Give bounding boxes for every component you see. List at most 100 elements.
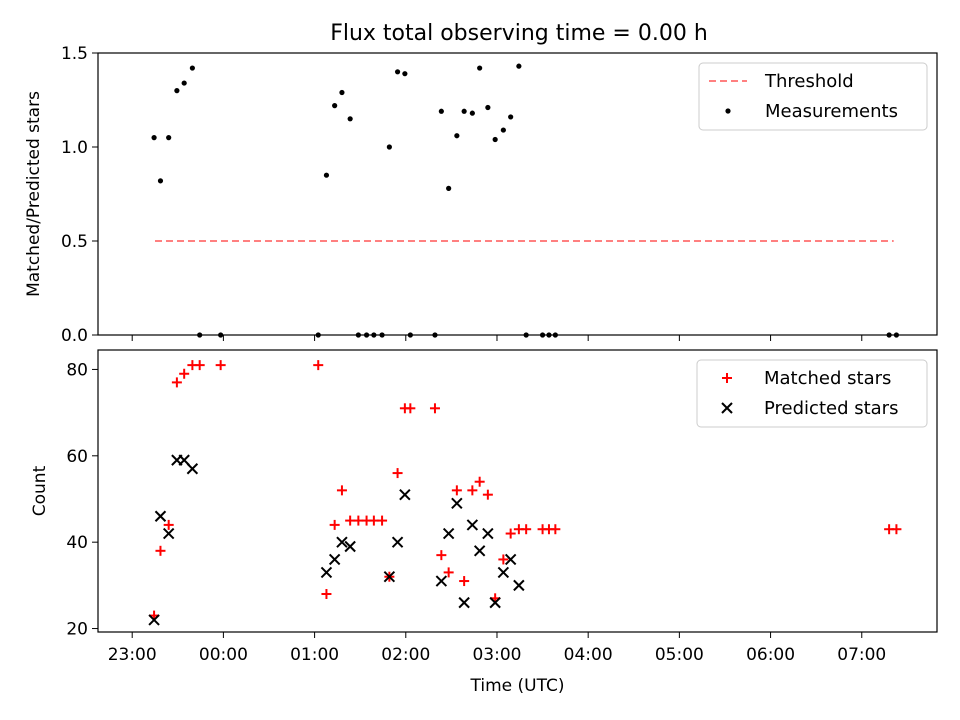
measurement-point bbox=[347, 116, 353, 122]
matched-star-point bbox=[521, 524, 532, 535]
measurement-point bbox=[332, 103, 338, 109]
predicted-star-point bbox=[344, 540, 356, 553]
x-stroke bbox=[178, 454, 190, 466]
predicted-star-point bbox=[336, 536, 348, 548]
legend-matched-label: Matched stars bbox=[764, 368, 891, 389]
predicted-star-point bbox=[320, 566, 333, 579]
x-tick-label: 06:00 bbox=[746, 645, 795, 665]
legend-measurements-swatch bbox=[725, 108, 731, 114]
x-stroke bbox=[466, 519, 479, 531]
measurement-point bbox=[477, 65, 483, 71]
x-axis-label: Time (UTC) bbox=[470, 676, 565, 696]
x-stroke bbox=[442, 527, 455, 540]
predicted-star-point bbox=[162, 527, 175, 540]
y-axis-label: Matched/Predicted stars bbox=[24, 91, 44, 297]
measurement-point bbox=[157, 178, 164, 184]
matched-star-point bbox=[155, 545, 166, 556]
x-tick-label: 04:00 bbox=[564, 645, 613, 665]
x-tick-label: 02:00 bbox=[381, 645, 430, 665]
measurement-point bbox=[394, 69, 401, 75]
matched-star-point bbox=[443, 567, 454, 578]
measurement-point bbox=[469, 110, 475, 116]
y-axis-label: Count bbox=[30, 465, 50, 516]
x-stroke bbox=[328, 553, 341, 566]
matched-star-point bbox=[215, 360, 226, 371]
legend: Threshold Measurements bbox=[698, 62, 928, 131]
matched-star-point bbox=[550, 524, 561, 535]
predicted-star-point bbox=[391, 536, 404, 548]
matched-star-point bbox=[451, 485, 462, 496]
predicted-star-point bbox=[504, 553, 517, 566]
x-tick-label: 03:00 bbox=[472, 645, 521, 665]
x-stroke bbox=[383, 571, 396, 583]
legend-predicted-label: Predicted stars bbox=[764, 398, 898, 419]
x-stroke bbox=[435, 575, 448, 587]
matched-star-point bbox=[377, 515, 388, 526]
legend-threshold-label: Threshold bbox=[764, 71, 854, 92]
top-panel: 0.0 0.5 1.0 1.5 Matched/Predicted stars Thres… bbox=[24, 44, 938, 346]
x-stroke bbox=[186, 463, 199, 475]
x-stroke bbox=[721, 402, 733, 414]
predicted-star-point bbox=[451, 497, 463, 510]
x-stroke bbox=[320, 566, 333, 579]
x-tick-label: 01:00 bbox=[290, 645, 339, 665]
legend-matched-swatch bbox=[722, 373, 732, 383]
predicted-star-point bbox=[466, 519, 479, 531]
legend-frame bbox=[696, 359, 928, 428]
measurement-point bbox=[438, 108, 444, 114]
measurement-point bbox=[508, 114, 514, 120]
measurement-point bbox=[181, 80, 187, 86]
matched-star-point bbox=[336, 485, 347, 496]
bottom-axes-frame bbox=[97, 349, 938, 633]
predicted-star-point bbox=[399, 488, 411, 501]
predicted-star-point bbox=[513, 579, 525, 592]
matched-star-point bbox=[321, 588, 332, 599]
y-tick-label: 40 bbox=[66, 533, 88, 553]
measurement-point bbox=[454, 133, 460, 139]
y-tick-label: 1.0 bbox=[61, 138, 88, 158]
top-axes-frame bbox=[97, 52, 938, 336]
measurement-point bbox=[189, 65, 195, 71]
measurement-point bbox=[323, 172, 330, 178]
y-tick-label: 0.5 bbox=[61, 232, 88, 252]
predicted-star-point bbox=[148, 614, 160, 626]
measurement-point bbox=[516, 63, 522, 69]
legend: Matched stars Predicted stars bbox=[696, 359, 928, 428]
matched-star-point bbox=[313, 360, 324, 371]
y-tick-label: 80 bbox=[66, 360, 88, 380]
x-stroke bbox=[154, 510, 167, 522]
predicted-star-point bbox=[154, 510, 167, 522]
matched-star-point bbox=[179, 368, 190, 379]
predicted-star-point bbox=[383, 571, 396, 583]
predicted-star-point bbox=[473, 545, 486, 557]
predicted-star-point bbox=[186, 463, 199, 475]
measurement-point bbox=[500, 127, 506, 133]
matched-star-point bbox=[329, 519, 340, 530]
measurement-point bbox=[151, 135, 157, 141]
matched-star-point bbox=[505, 528, 516, 539]
measurement-point bbox=[402, 71, 408, 77]
x-tick-label: 07:00 bbox=[837, 645, 886, 665]
predicted-star-point bbox=[482, 527, 494, 540]
x-stroke bbox=[513, 579, 525, 592]
x-stroke bbox=[458, 596, 470, 609]
legend-measurements-label: Measurements bbox=[765, 101, 898, 122]
x-stroke bbox=[391, 536, 404, 548]
matched-star-point bbox=[194, 360, 205, 371]
predicted-star-point bbox=[497, 566, 510, 579]
y-tick-label: 20 bbox=[66, 620, 88, 640]
chart-title: Flux total observing time = 0.00 h bbox=[330, 21, 708, 46]
predicted-star-point bbox=[328, 553, 341, 566]
matched-star-point bbox=[474, 476, 485, 487]
predicted-star-point bbox=[442, 527, 455, 540]
x-stroke bbox=[504, 553, 517, 566]
matched-star-point bbox=[891, 524, 902, 535]
x-tick-label: 05:00 bbox=[655, 645, 704, 665]
x-stroke bbox=[482, 527, 494, 540]
matched-star-point bbox=[436, 550, 447, 561]
x-tick-label: 00:00 bbox=[199, 645, 248, 665]
measurement-point bbox=[492, 136, 498, 143]
x-stroke bbox=[399, 488, 411, 501]
measurement-point bbox=[461, 108, 467, 114]
